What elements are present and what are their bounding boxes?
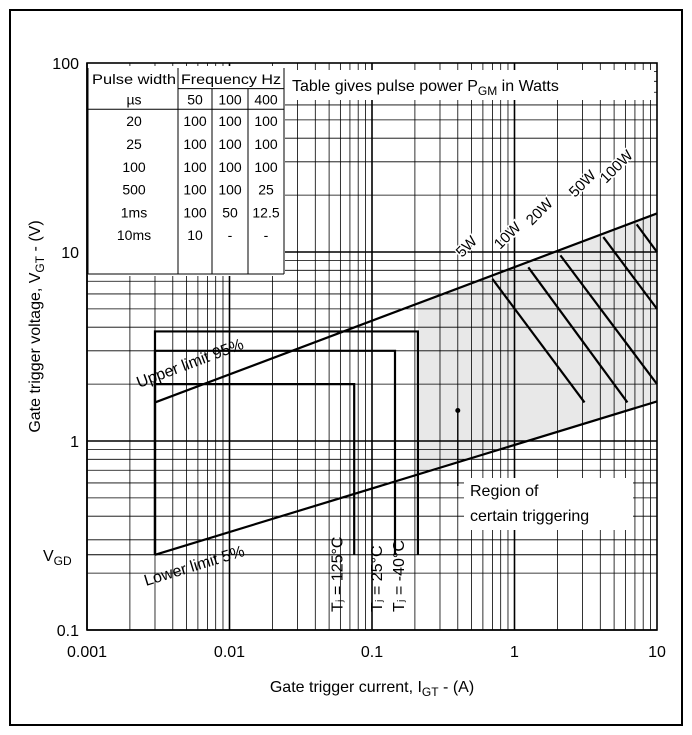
x-tick-label: 0.001 — [67, 644, 107, 661]
table-cell: 100 — [218, 113, 242, 129]
table-col1-header: Pulse width — [92, 71, 176, 87]
x-tick-label: 1 — [510, 644, 519, 661]
vgd-label-main: V — [43, 548, 54, 565]
table-cell: 100 — [218, 136, 242, 152]
table-cell: 10ms — [117, 227, 151, 243]
table-title-title_post: in Watts — [497, 78, 559, 95]
power-line — [527, 266, 629, 404]
power-line — [602, 236, 658, 310]
table-cell: 100 — [254, 136, 278, 152]
table-cell: 100 — [183, 204, 207, 220]
plot-border — [86, 62, 658, 631]
vgd-label-sub: GD — [54, 554, 72, 568]
table-cell: 12.5 — [252, 204, 279, 220]
power-line — [559, 254, 658, 385]
table-title-title_pre: Table gives pulse power P — [292, 78, 478, 95]
table-col1-unit: µs — [126, 92, 141, 108]
table-cell: 100 — [218, 182, 242, 198]
table-freq-header: 400 — [254, 92, 278, 108]
table-cell: 10 — [187, 227, 203, 243]
table-cell: 100 — [183, 159, 207, 175]
table-cell: 100 — [183, 182, 207, 198]
table-freq-header: 50 — [187, 92, 203, 108]
table-cell: 100 — [122, 159, 146, 175]
temperature-label: Tⱼ = -40°C — [391, 540, 408, 612]
temperature-label: Tⱼ = 125°C — [329, 537, 346, 612]
region-of-certain-triggering — [417, 213, 657, 475]
x-axis-title-sub: GT — [422, 685, 439, 699]
power-line — [635, 223, 658, 253]
table-title: Table gives pulse power PGM in Watts — [292, 78, 559, 98]
y-axis-title-sub: GT — [33, 255, 47, 272]
y-tick-label: 10 — [61, 245, 79, 262]
table-title-background — [285, 70, 654, 100]
x-tick-label: 0.01 — [214, 644, 245, 661]
lower-limit-line — [154, 400, 658, 556]
power-label: 5W — [453, 232, 482, 261]
power-label: 50W — [566, 166, 600, 200]
temperature-box — [153, 330, 420, 555]
x-axis-title-main: Gate trigger current, I — [270, 679, 422, 696]
x-axis-title-unit: - (A) — [439, 679, 475, 696]
lower-limit-label: Lower limit 5% — [142, 543, 246, 590]
power-label: 20W — [523, 194, 557, 228]
table-cell: 50 — [222, 204, 238, 220]
vgd-label: VGD — [43, 548, 72, 568]
power-lines-layer — [455, 223, 658, 486]
y-axis-title: Gate trigger voltage, VGT - (V) — [27, 220, 47, 432]
region-layer — [417, 213, 657, 475]
table-cell: 20 — [126, 113, 142, 129]
table-cell: 100 — [254, 159, 278, 175]
temperature-box — [153, 383, 356, 555]
table-cell: 100 — [183, 136, 207, 152]
figure-frame — [9, 9, 683, 726]
table-cell: - — [264, 227, 269, 243]
region-label-line1: Region of — [470, 483, 539, 500]
temperature-label: Tⱼ = 25°C — [369, 545, 386, 612]
x-tick-label: 0.1 — [361, 644, 383, 661]
table-cell: 25 — [126, 136, 142, 152]
x-axis-title: Gate trigger current, IGT - (A) — [270, 679, 474, 699]
table-freq-header: 100 — [218, 92, 242, 108]
table-cell: 25 — [258, 182, 274, 198]
table-cell: 500 — [122, 182, 146, 198]
table-title-title_sub: GM — [478, 84, 497, 98]
power-line — [491, 278, 586, 404]
y-tick-label: 100 — [52, 56, 79, 73]
table-cell: 100 — [218, 159, 242, 175]
x-tick-label: 10 — [648, 644, 666, 661]
y-tick-label: 0.1 — [57, 623, 79, 640]
table-background-layer — [87, 66, 654, 276]
table-cell: 1ms — [121, 204, 147, 220]
temperature-box — [153, 349, 397, 555]
upper-limit-line — [154, 212, 658, 404]
y-axis-title-unit: - (V) — [27, 220, 44, 256]
y-axis-title-main: Gate trigger voltage, V — [27, 272, 44, 432]
y-tick-label: 1 — [70, 434, 79, 451]
table-group-header: Frequency Hz — [181, 71, 281, 87]
table-cell: - — [228, 227, 233, 243]
series-layer — [154, 212, 658, 556]
temperature-boxes-layer — [153, 330, 420, 555]
table-background — [88, 66, 285, 276]
power-label: 100W — [597, 147, 637, 187]
region-label-line2: certain triggering — [470, 508, 589, 525]
table-cell: 100 — [183, 113, 207, 129]
region-label-background — [464, 478, 633, 530]
table-cell: 100 — [254, 113, 278, 129]
